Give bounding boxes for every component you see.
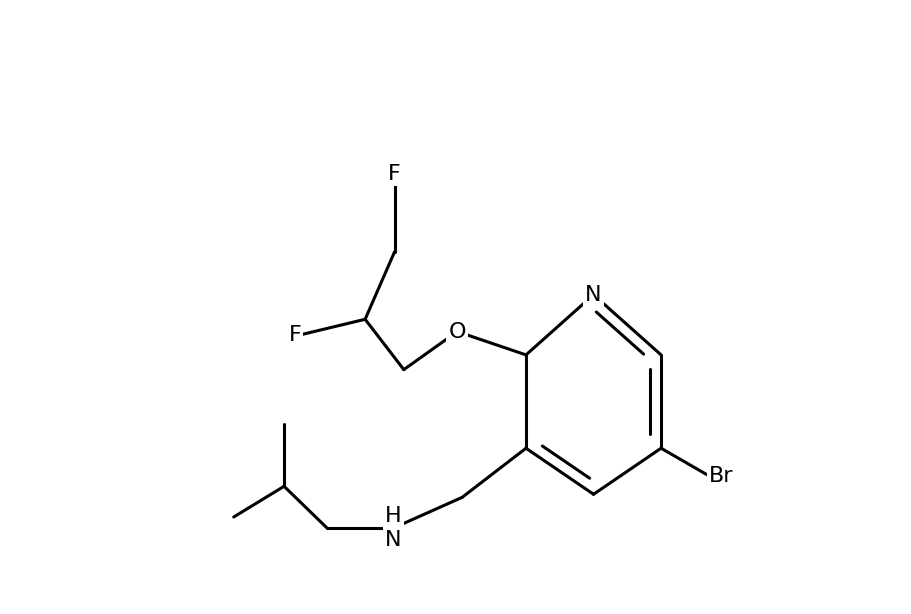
Text: Br: Br (708, 466, 732, 486)
Text: N: N (585, 285, 601, 305)
Text: H
N: H N (384, 507, 401, 550)
Text: F: F (288, 325, 301, 344)
Text: O: O (448, 322, 466, 341)
Text: F: F (388, 164, 401, 184)
